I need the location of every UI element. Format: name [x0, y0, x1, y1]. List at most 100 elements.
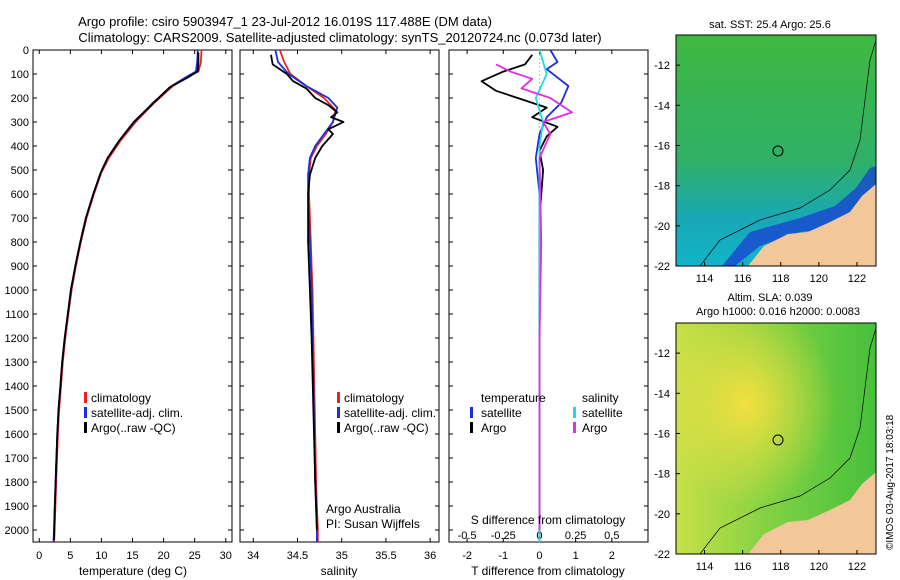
legend-label-climatology: climatology	[91, 391, 151, 405]
sst-map-frame	[675, 34, 877, 267]
y-tick-label: 1800	[5, 477, 29, 489]
y-tick-label: 200	[11, 93, 29, 105]
s-tick-label: -0.25	[491, 530, 516, 542]
x-tick-label: 0	[536, 550, 542, 562]
sst-map: sat. SST: 25.4 Argo: 25.6	[675, 19, 877, 267]
map-x-tick-label: 122	[848, 561, 866, 573]
legend-label-t-satellite: satellite	[481, 406, 522, 420]
legend-swatch-t-argo	[470, 422, 473, 433]
sst-land	[748, 184, 876, 266]
legend-label-s-argo: Argo	[582, 421, 608, 435]
y-tick-label: 1300	[5, 357, 29, 369]
difference-legend: temperature salinity satellite Argo sate…	[470, 391, 623, 435]
map-y-tick-label: -14	[654, 100, 670, 112]
map-y-tick-label: -20	[654, 509, 670, 521]
sla-land	[748, 472, 876, 554]
y-tick-label: 2000	[5, 525, 29, 537]
salinity-legend: climatology satellite-adj. clim. Argo(..…	[326, 391, 436, 531]
temperature-axes-frame	[32, 49, 233, 543]
x-tick-label: 0	[36, 550, 42, 562]
sla-map-title: Altim. SLA: 0.039	[728, 292, 813, 304]
map-x-tick-label: 118	[772, 561, 790, 573]
map-y-tick-label: -12	[654, 348, 670, 360]
legend-label-satellite-adj: satellite-adj. clim.	[344, 406, 436, 420]
series-line-salinity-argo	[495, 63, 573, 530]
y-tick-label: 500	[11, 165, 29, 177]
salinity-annotation-line-2: PI: Susan Wijffels	[326, 517, 420, 531]
y-tick-label: 300	[11, 117, 29, 129]
legend-swatch-t-satellite	[470, 407, 473, 418]
y-tick-label: 900	[11, 261, 29, 273]
map-x-tick-label: 120	[810, 561, 828, 573]
y-tick-label: 700	[11, 213, 29, 225]
y-tick-label: 0	[23, 45, 29, 57]
map-y-tick-label: -16	[654, 140, 670, 152]
y-tick-label: 1200	[5, 333, 29, 345]
y-tick-label: 1600	[5, 429, 29, 441]
map-y-tick-label: -16	[654, 428, 670, 440]
series-line-argo-raw-qc-	[53, 52, 200, 540]
s-tick-label: 0.5	[604, 530, 619, 542]
x-tick-label: 2	[609, 550, 615, 562]
sla-argo-position-marker	[772, 434, 784, 446]
x-tick-label: 34.5	[287, 550, 308, 562]
salinity-annotation-line-1: Argo Australia	[326, 502, 401, 516]
map-x-tick-label: 114	[696, 561, 714, 573]
x-tick-label: 25	[189, 550, 201, 562]
sla-map: Altim. SLA: 0.039 Argo h1000: 0.016 h200…	[675, 292, 877, 555]
x-tick-label: -2	[462, 550, 472, 562]
x-tick-label: 34	[247, 550, 259, 562]
legend-swatch-s-satellite	[573, 407, 576, 418]
legend-title-salinity: salinity	[582, 391, 619, 405]
x-tick-label: 35	[336, 550, 348, 562]
legend-swatch-argo	[337, 422, 340, 433]
header-line-2: Climatology: CARS2009. Satellite-adjuste…	[78, 30, 601, 45]
y-tick-label: 1900	[5, 501, 29, 513]
legend-label-climatology: climatology	[344, 391, 404, 405]
legend-swatch-satellite-adj	[337, 407, 340, 418]
y-tick-label: 1500	[5, 405, 29, 417]
temperature-xlabel: temperature (deg C)	[79, 564, 187, 578]
x-tick-label: 1	[573, 550, 579, 562]
legend-swatch-satellite-adj	[84, 407, 87, 418]
sst-argo-position-marker	[772, 145, 784, 157]
legend-label-argo: Argo(..raw -QC)	[344, 421, 429, 435]
map-y-tick-label: -14	[654, 388, 670, 400]
salinity-xlabel: salinity	[321, 564, 358, 578]
map-x-tick-label: 122	[848, 273, 866, 285]
series-line-argo-raw-qc-	[270, 54, 345, 531]
y-tick-label: 800	[11, 237, 29, 249]
x-tick-label: 36	[424, 550, 436, 562]
y-tick-label: 600	[11, 189, 29, 201]
map-y-tick-label: -12	[654, 60, 670, 72]
difference-xlabel: T difference from climatology	[471, 564, 625, 578]
x-tick-label: 35.5	[375, 550, 396, 562]
legend-swatch-argo	[84, 422, 87, 433]
legend-swatch-s-argo	[573, 422, 576, 433]
sla-isobath	[699, 327, 876, 554]
legend-label-t-argo: Argo	[481, 421, 507, 435]
temperature-legend: climatology satellite-adj. clim. Argo(..…	[84, 391, 183, 435]
legend-swatch-climatology	[84, 392, 87, 403]
credit-text: ©IMOS 03-Aug-2017 18:03:18	[885, 414, 896, 550]
s-tick-label: -0.5	[458, 530, 477, 542]
map-x-tick-label: 116	[734, 273, 752, 285]
map-x-tick-label: 120	[810, 273, 828, 285]
map-y-tick-label: -22	[654, 261, 670, 273]
salinity-axes-frame	[239, 49, 440, 543]
s-difference-label: S difference from climatology	[471, 513, 626, 527]
map-y-tick-label: -22	[654, 549, 670, 561]
map-y-tick-label: -20	[654, 221, 670, 233]
y-tick-label: 400	[11, 141, 29, 153]
legend-label-satellite-adj: satellite-adj. clim.	[91, 406, 183, 420]
x-tick-label: 30	[220, 550, 232, 562]
map-x-tick-label: 118	[772, 273, 790, 285]
y-tick-label: 1700	[5, 453, 29, 465]
map-x-tick-label: 116	[734, 561, 752, 573]
map-x-tick-label: 114	[696, 273, 714, 285]
header-line-1: Argo profile: csiro 5903947_1 23-Jul-201…	[78, 14, 492, 29]
y-tick-label: 100	[11, 69, 29, 81]
s-tick-label: 0.25	[565, 530, 586, 542]
sst-map-title: sat. SST: 25.4 Argo: 25.6	[709, 19, 831, 31]
legend-label-argo: Argo(..raw -QC)	[91, 421, 176, 435]
